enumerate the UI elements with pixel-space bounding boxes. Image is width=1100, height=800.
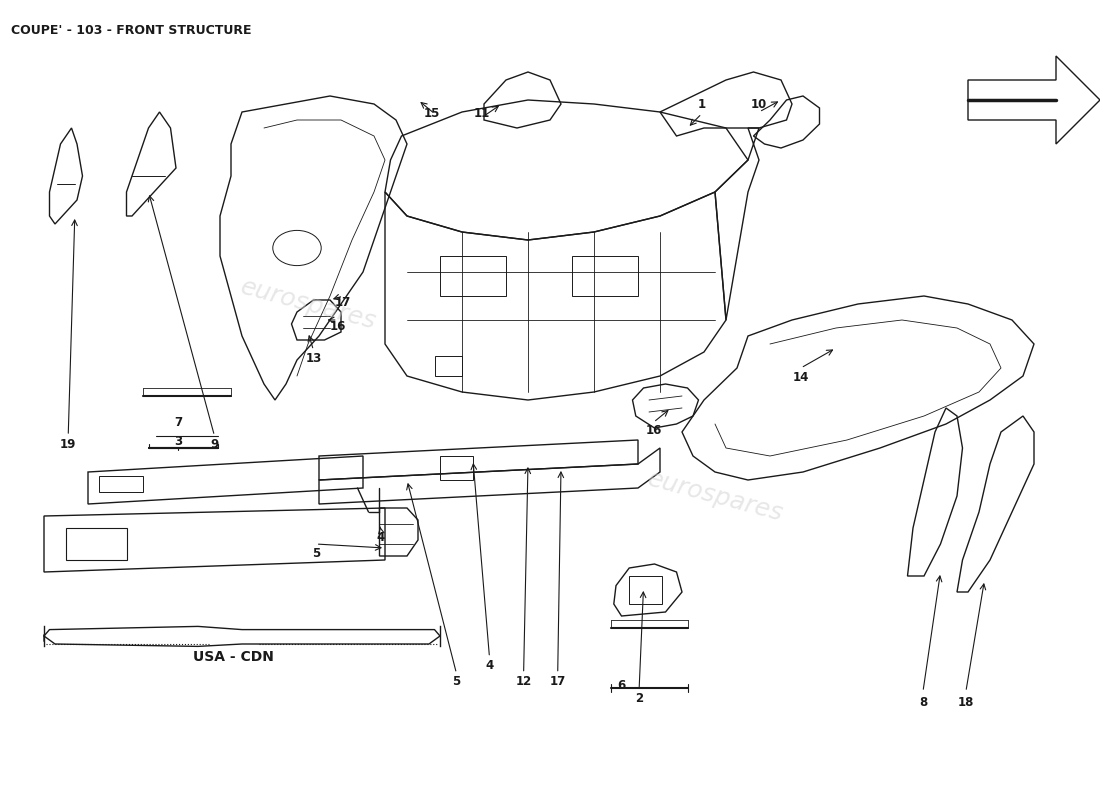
Text: 8: 8: [918, 696, 927, 709]
Text: 19: 19: [60, 438, 76, 450]
Bar: [629, 576, 662, 604]
Text: 1: 1: [697, 98, 706, 110]
Text: 5: 5: [311, 547, 320, 560]
Text: 11: 11: [474, 107, 490, 120]
Text: 4: 4: [376, 531, 385, 544]
Text: 16: 16: [646, 424, 661, 437]
Text: 12: 12: [516, 675, 531, 688]
Text: 13: 13: [306, 352, 321, 365]
Text: eurospares: eurospares: [645, 466, 785, 526]
Text: 16: 16: [330, 320, 345, 333]
Text: 4: 4: [485, 659, 494, 672]
Bar: [572, 256, 638, 296]
Text: 10: 10: [751, 98, 767, 110]
Bar: [99, 476, 143, 492]
Text: 2: 2: [635, 692, 643, 705]
Text: 5: 5: [452, 675, 461, 688]
Bar: [434, 356, 462, 376]
Bar: [440, 456, 473, 480]
Text: 18: 18: [958, 696, 974, 709]
Text: 15: 15: [425, 107, 440, 120]
Bar: [66, 528, 126, 560]
Text: USA - CDN: USA - CDN: [192, 650, 274, 664]
Text: 17: 17: [550, 675, 565, 688]
Bar: [440, 256, 506, 296]
Text: eurospares: eurospares: [238, 274, 378, 334]
Text: 9: 9: [210, 438, 219, 450]
Text: 14: 14: [793, 371, 808, 384]
Text: 6: 6: [617, 679, 626, 692]
Text: 7: 7: [174, 416, 183, 429]
Text: 3: 3: [174, 435, 183, 448]
Text: COUPE' - 103 - FRONT STRUCTURE: COUPE' - 103 - FRONT STRUCTURE: [11, 24, 252, 37]
Text: 17: 17: [336, 296, 351, 309]
